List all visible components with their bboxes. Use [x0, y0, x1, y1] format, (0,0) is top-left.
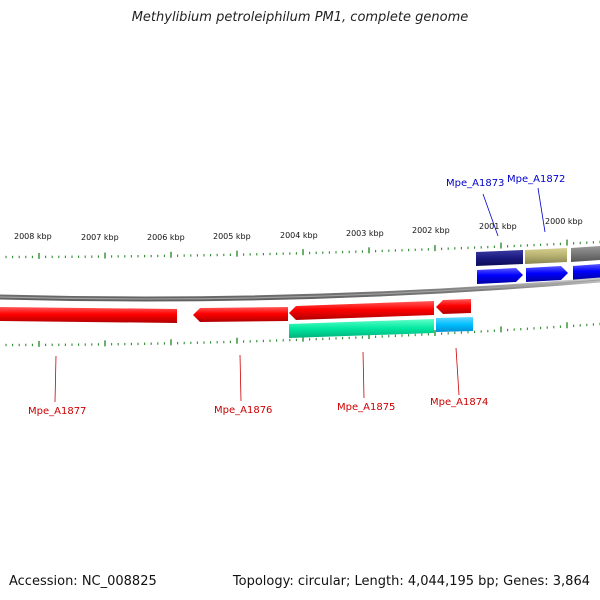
leader-line [54, 355, 57, 403]
gene-mpe-a1874[interactable] [436, 299, 471, 314]
gene-mpe-a1877[interactable] [0, 307, 177, 323]
genome-backbone [0, 277, 600, 302]
reverse-genes [0, 299, 471, 323]
kbp-label: 2007 kbp [81, 233, 119, 242]
genome-info-text: Topology: circular; Length: 4,044,195 bp… [232, 574, 590, 589]
leader-line [455, 347, 460, 396]
kbp-tick-scale [5, 239, 600, 259]
kbp-label: 2004 kbp [280, 231, 318, 240]
cog-block-gray[interactable] [571, 246, 600, 262]
gene-label[interactable]: Mpe_A1874 [430, 397, 488, 408]
kbp-label: 2002 kbp [412, 226, 450, 235]
gene-mpe-a1876[interactable] [193, 307, 288, 322]
cog-track-forward [476, 246, 600, 266]
kbp-label: 2003 kbp [346, 229, 384, 238]
cog-block-khaki[interactable] [525, 248, 567, 264]
gene-label[interactable]: Mpe_A1877 [28, 406, 86, 417]
leader-line [362, 351, 365, 399]
gene-mpe-a1875[interactable] [289, 301, 434, 320]
cog-block-cyan[interactable] [436, 317, 473, 332]
kbp-label: 2001 kbp [479, 222, 517, 231]
kbp-label: 2006 kbp [147, 233, 185, 242]
kbp-label: 2005 kbp [213, 232, 251, 241]
leader-line [537, 187, 546, 233]
accession-text: Accession: NC_008825 [9, 574, 157, 589]
gene-mpe-a1872[interactable] [526, 266, 568, 282]
cog-block-navy[interactable] [476, 250, 523, 266]
kbp-labels: 2008 kbp 2007 kbp 2006 kbp 2005 kbp 2004… [14, 217, 583, 242]
forward-genes [477, 264, 600, 284]
kbp-label: 2000 kbp [545, 217, 583, 226]
gene-forward-next[interactable] [573, 264, 600, 280]
cog-track-reverse [289, 317, 473, 338]
gene-label[interactable]: Mpe_A1876 [214, 405, 272, 416]
gene-label[interactable]: Mpe_A1872 [507, 174, 565, 185]
map-title: Methylibium petroleiphilum PM1, complete… [131, 10, 469, 25]
kbp-label: 2008 kbp [14, 232, 52, 241]
gc-tick-scale [5, 322, 600, 347]
genome-backbone-highlight [0, 279, 600, 300]
cog-block-green[interactable] [289, 319, 434, 338]
gene-mpe-a1873[interactable] [477, 268, 523, 284]
gene-labels: Mpe_A1877 Mpe_A1876 Mpe_A1875 Mpe_A1874 … [28, 174, 565, 417]
label-leaders [54, 187, 546, 403]
leader-line [239, 354, 242, 402]
gene-label[interactable]: Mpe_A1875 [337, 402, 395, 413]
gene-label[interactable]: Mpe_A1873 [446, 178, 504, 189]
leader-line [482, 193, 499, 237]
